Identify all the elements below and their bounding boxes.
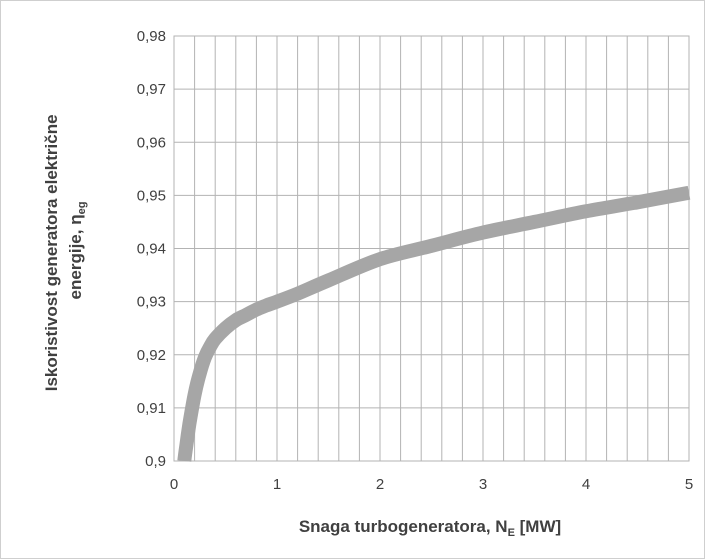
y-tick-label: 0,91 xyxy=(137,400,166,417)
y-tick-labels: 0,9 0,91 0,92 0,93 0,94 0,95 0,96 0,97 0,98 xyxy=(137,28,166,470)
y-axis-title: Iskoristivost generatora električne ener… xyxy=(42,110,88,392)
y-tick-label: 0,95 xyxy=(137,187,166,204)
x-axis-title: Snaga turbogeneratora, NE [MW] xyxy=(299,517,561,539)
x-tick-label: 0 xyxy=(170,476,178,493)
y-tick-label: 0,96 xyxy=(137,134,166,151)
x-tick-labels: 0 1 2 3 4 5 xyxy=(170,476,693,493)
y-tick-label: 0,92 xyxy=(137,347,166,364)
x-tick-label: 2 xyxy=(376,476,384,493)
y-tick-label: 0,93 xyxy=(137,294,166,311)
y-tick-label: 0,94 xyxy=(137,241,166,258)
x-tick-label: 4 xyxy=(582,476,590,493)
efficiency-curve xyxy=(177,185,691,462)
y-tick-label: 0,9 xyxy=(145,453,166,470)
plot-area-border xyxy=(173,35,690,462)
y-tick-label: 0,98 xyxy=(137,28,166,45)
x-tick-label: 1 xyxy=(273,476,281,493)
y-tick-label: 0,97 xyxy=(137,81,166,98)
x-tick-label: 5 xyxy=(685,476,693,493)
data-series-layer xyxy=(177,185,691,462)
x-tick-label: 3 xyxy=(479,476,487,493)
